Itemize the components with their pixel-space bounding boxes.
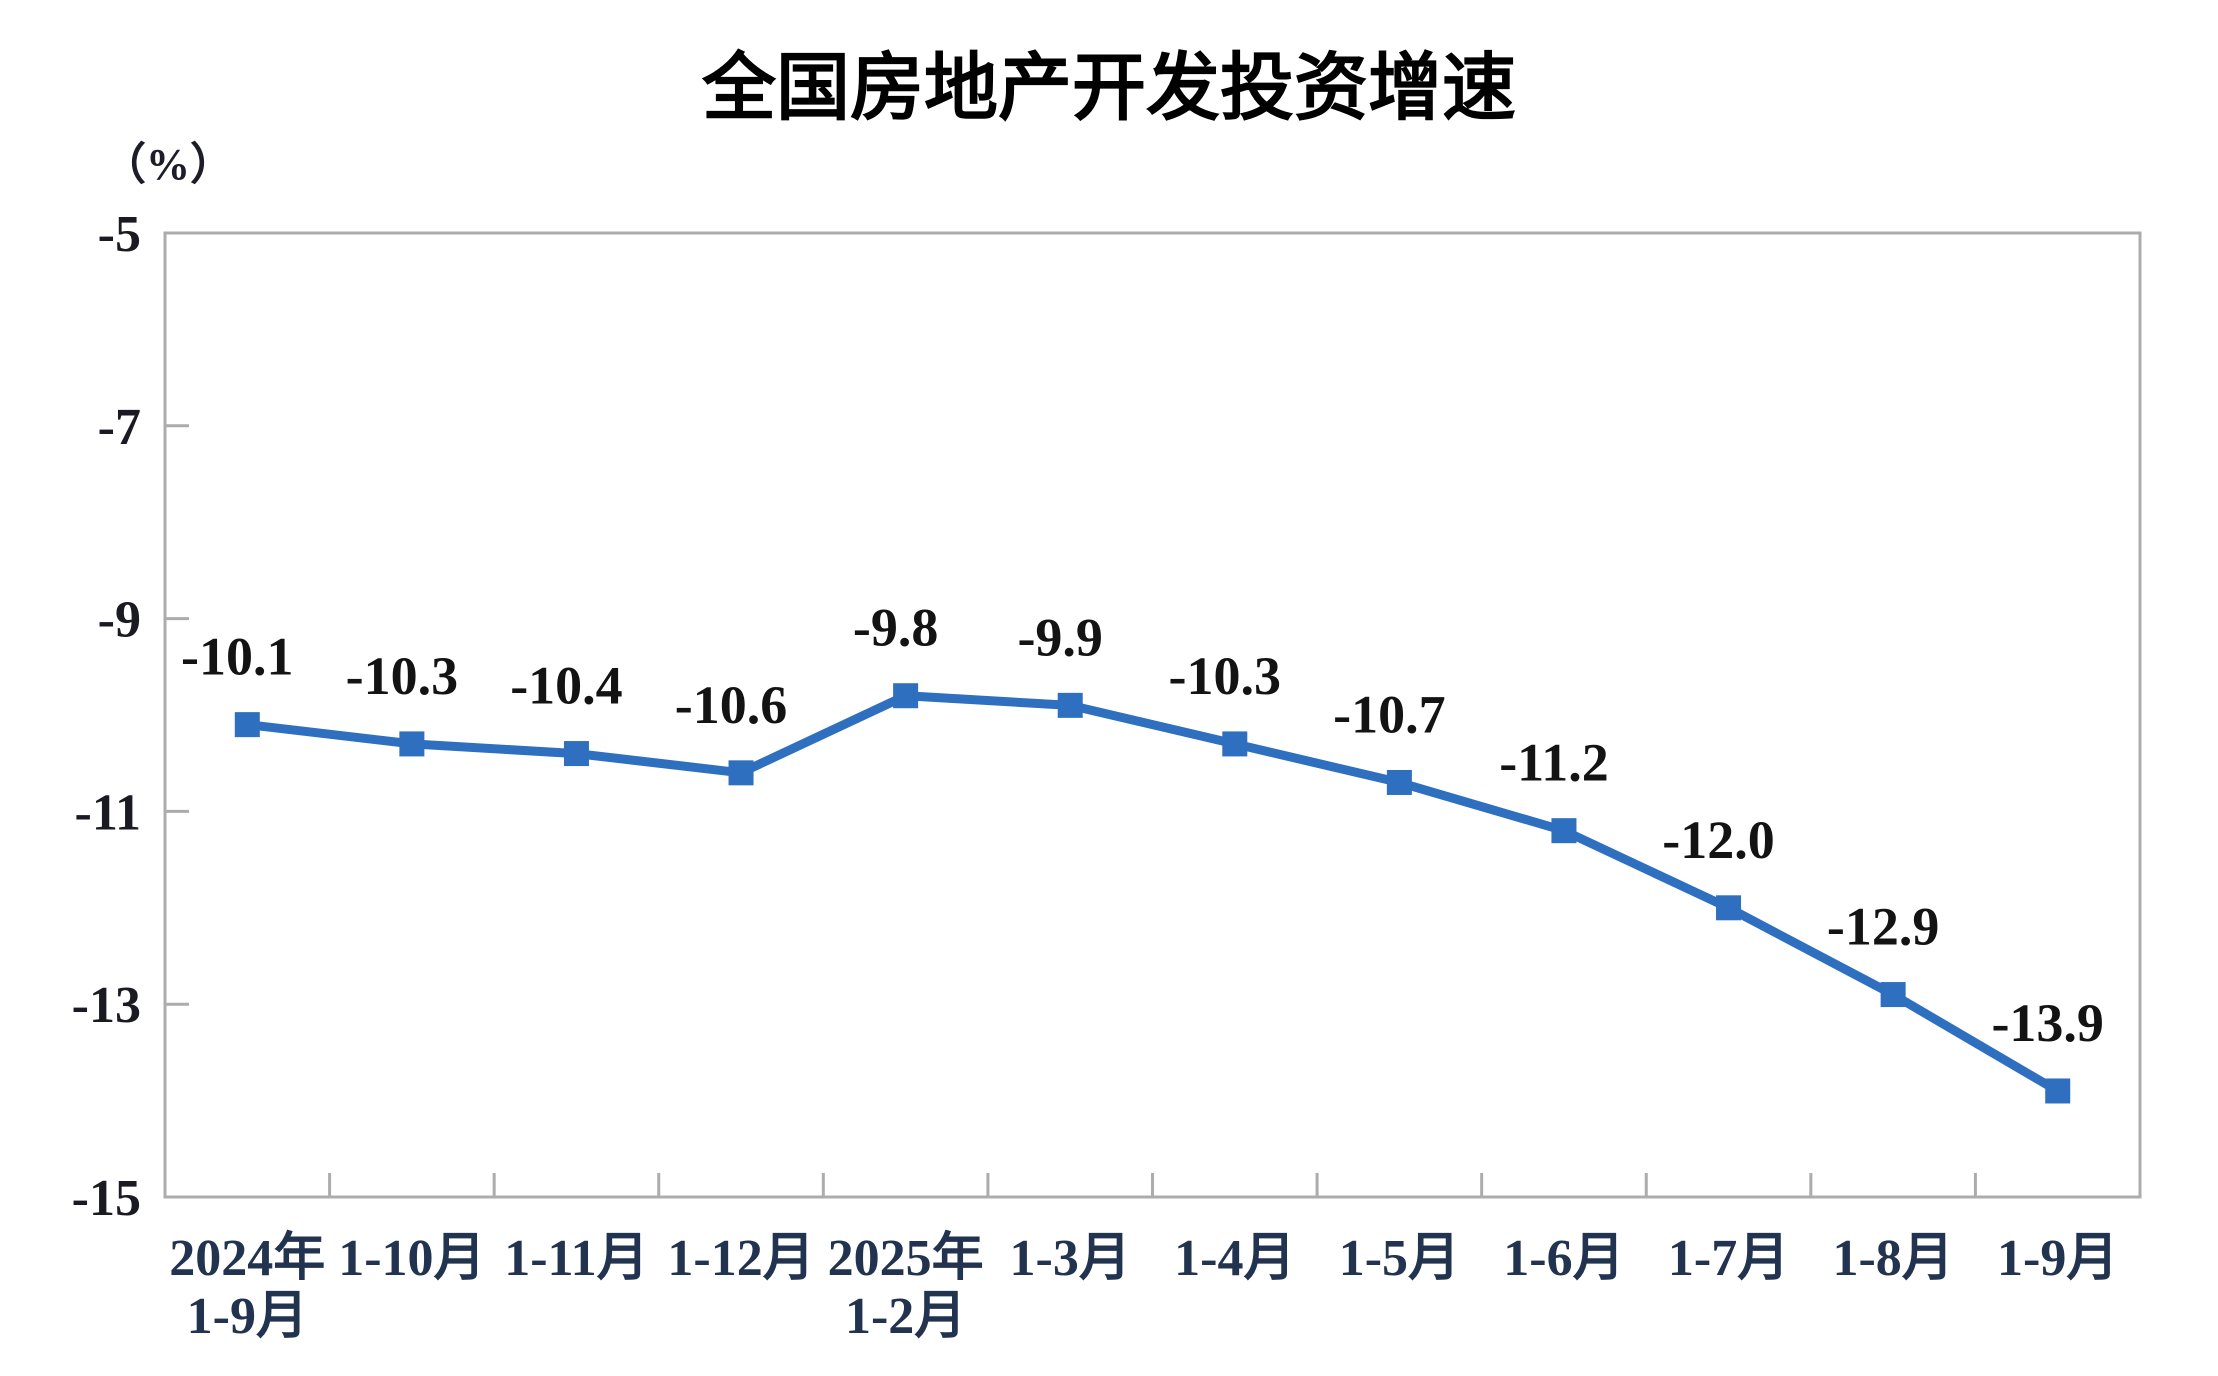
data-point-label: -10.4 xyxy=(510,656,622,716)
x-axis-tick-labels: 2024年 1-9月1-10月 1-11月 1-12月 2025年 1-2月 1-3月 1-4… xyxy=(169,1229,2118,1345)
data-point-marker xyxy=(234,712,260,738)
data-point-label: -13.9 xyxy=(1991,993,2103,1053)
data-point-marker xyxy=(2045,1078,2071,1104)
data-point-marker xyxy=(1386,769,1412,795)
data-point-label: -10.7 xyxy=(1333,684,1445,744)
x-tick-label: 1-10月 xyxy=(338,1230,485,1287)
data-point-marker xyxy=(893,683,919,709)
x-tick-label: 1-6月 xyxy=(1503,1230,1624,1287)
x-tick-label: 1-11月 xyxy=(504,1230,648,1287)
data-point-marker xyxy=(1880,982,1906,1008)
y-tick-label: -7 xyxy=(98,399,141,456)
data-point-marker xyxy=(563,741,589,767)
y-tick-label: -11 xyxy=(75,784,141,841)
x-tick-label: 1-12月 xyxy=(667,1230,814,1287)
plot-area xyxy=(163,231,2142,1199)
data-point-marker xyxy=(399,731,425,757)
data-point-label: -10.3 xyxy=(1169,646,1281,706)
data-point-marker xyxy=(1222,731,1248,757)
data-point-markers xyxy=(234,683,2071,1104)
chart-title: 全国房地产开发投资增速 xyxy=(701,46,1516,129)
data-point-label: -10.1 xyxy=(181,627,293,687)
data-point-label: -10.6 xyxy=(675,675,787,735)
data-point-labels: -10.1 -10.3 -10.4 -10.6 -9.8 -9.9 -10.3 -10.7 -1… xyxy=(181,598,2104,1053)
y-tick-label: -5 xyxy=(98,206,141,263)
x-tick-label: 1-5月 xyxy=(1339,1230,1460,1287)
y-axis-tick-labels: -5 -7 -9 -11 -13 -15 xyxy=(72,206,141,1227)
data-point-label: -10.3 xyxy=(346,646,458,706)
x-tick-label: 1-7月 xyxy=(1668,1230,1789,1287)
series-line-group xyxy=(242,691,2063,1096)
x-tick-label: 1-3月 xyxy=(1010,1230,1131,1287)
data-point-label: -11.2 xyxy=(1499,733,1609,793)
data-point-label: -9.8 xyxy=(853,598,938,658)
data-point-label: -9.9 xyxy=(1017,607,1102,667)
y-axis-unit-label: （%） xyxy=(102,140,234,189)
y-axis-ticks xyxy=(165,424,189,1006)
x-tick-label: 1-8月 xyxy=(1832,1230,1953,1287)
x-axis-ticks xyxy=(328,1173,1977,1197)
series-line xyxy=(242,691,2063,1096)
data-point-marker xyxy=(1057,692,1083,718)
x-tick-label: 1-9月 xyxy=(1997,1230,2118,1287)
x-tick-label: 2025年 1-2月 xyxy=(828,1229,984,1345)
data-point-marker xyxy=(1716,895,1742,921)
x-tick-label: 1-4月 xyxy=(1174,1230,1295,1287)
x-tick-label: 2024年 1-9月 xyxy=(169,1229,325,1345)
y-tick-label: -9 xyxy=(98,592,141,649)
data-point-marker xyxy=(728,760,754,786)
y-tick-label: -13 xyxy=(72,977,141,1034)
data-point-marker xyxy=(1551,818,1577,844)
data-point-label: -12.0 xyxy=(1662,810,1774,870)
data-point-label: -12.9 xyxy=(1827,897,1939,957)
y-tick-label: -15 xyxy=(72,1170,141,1227)
